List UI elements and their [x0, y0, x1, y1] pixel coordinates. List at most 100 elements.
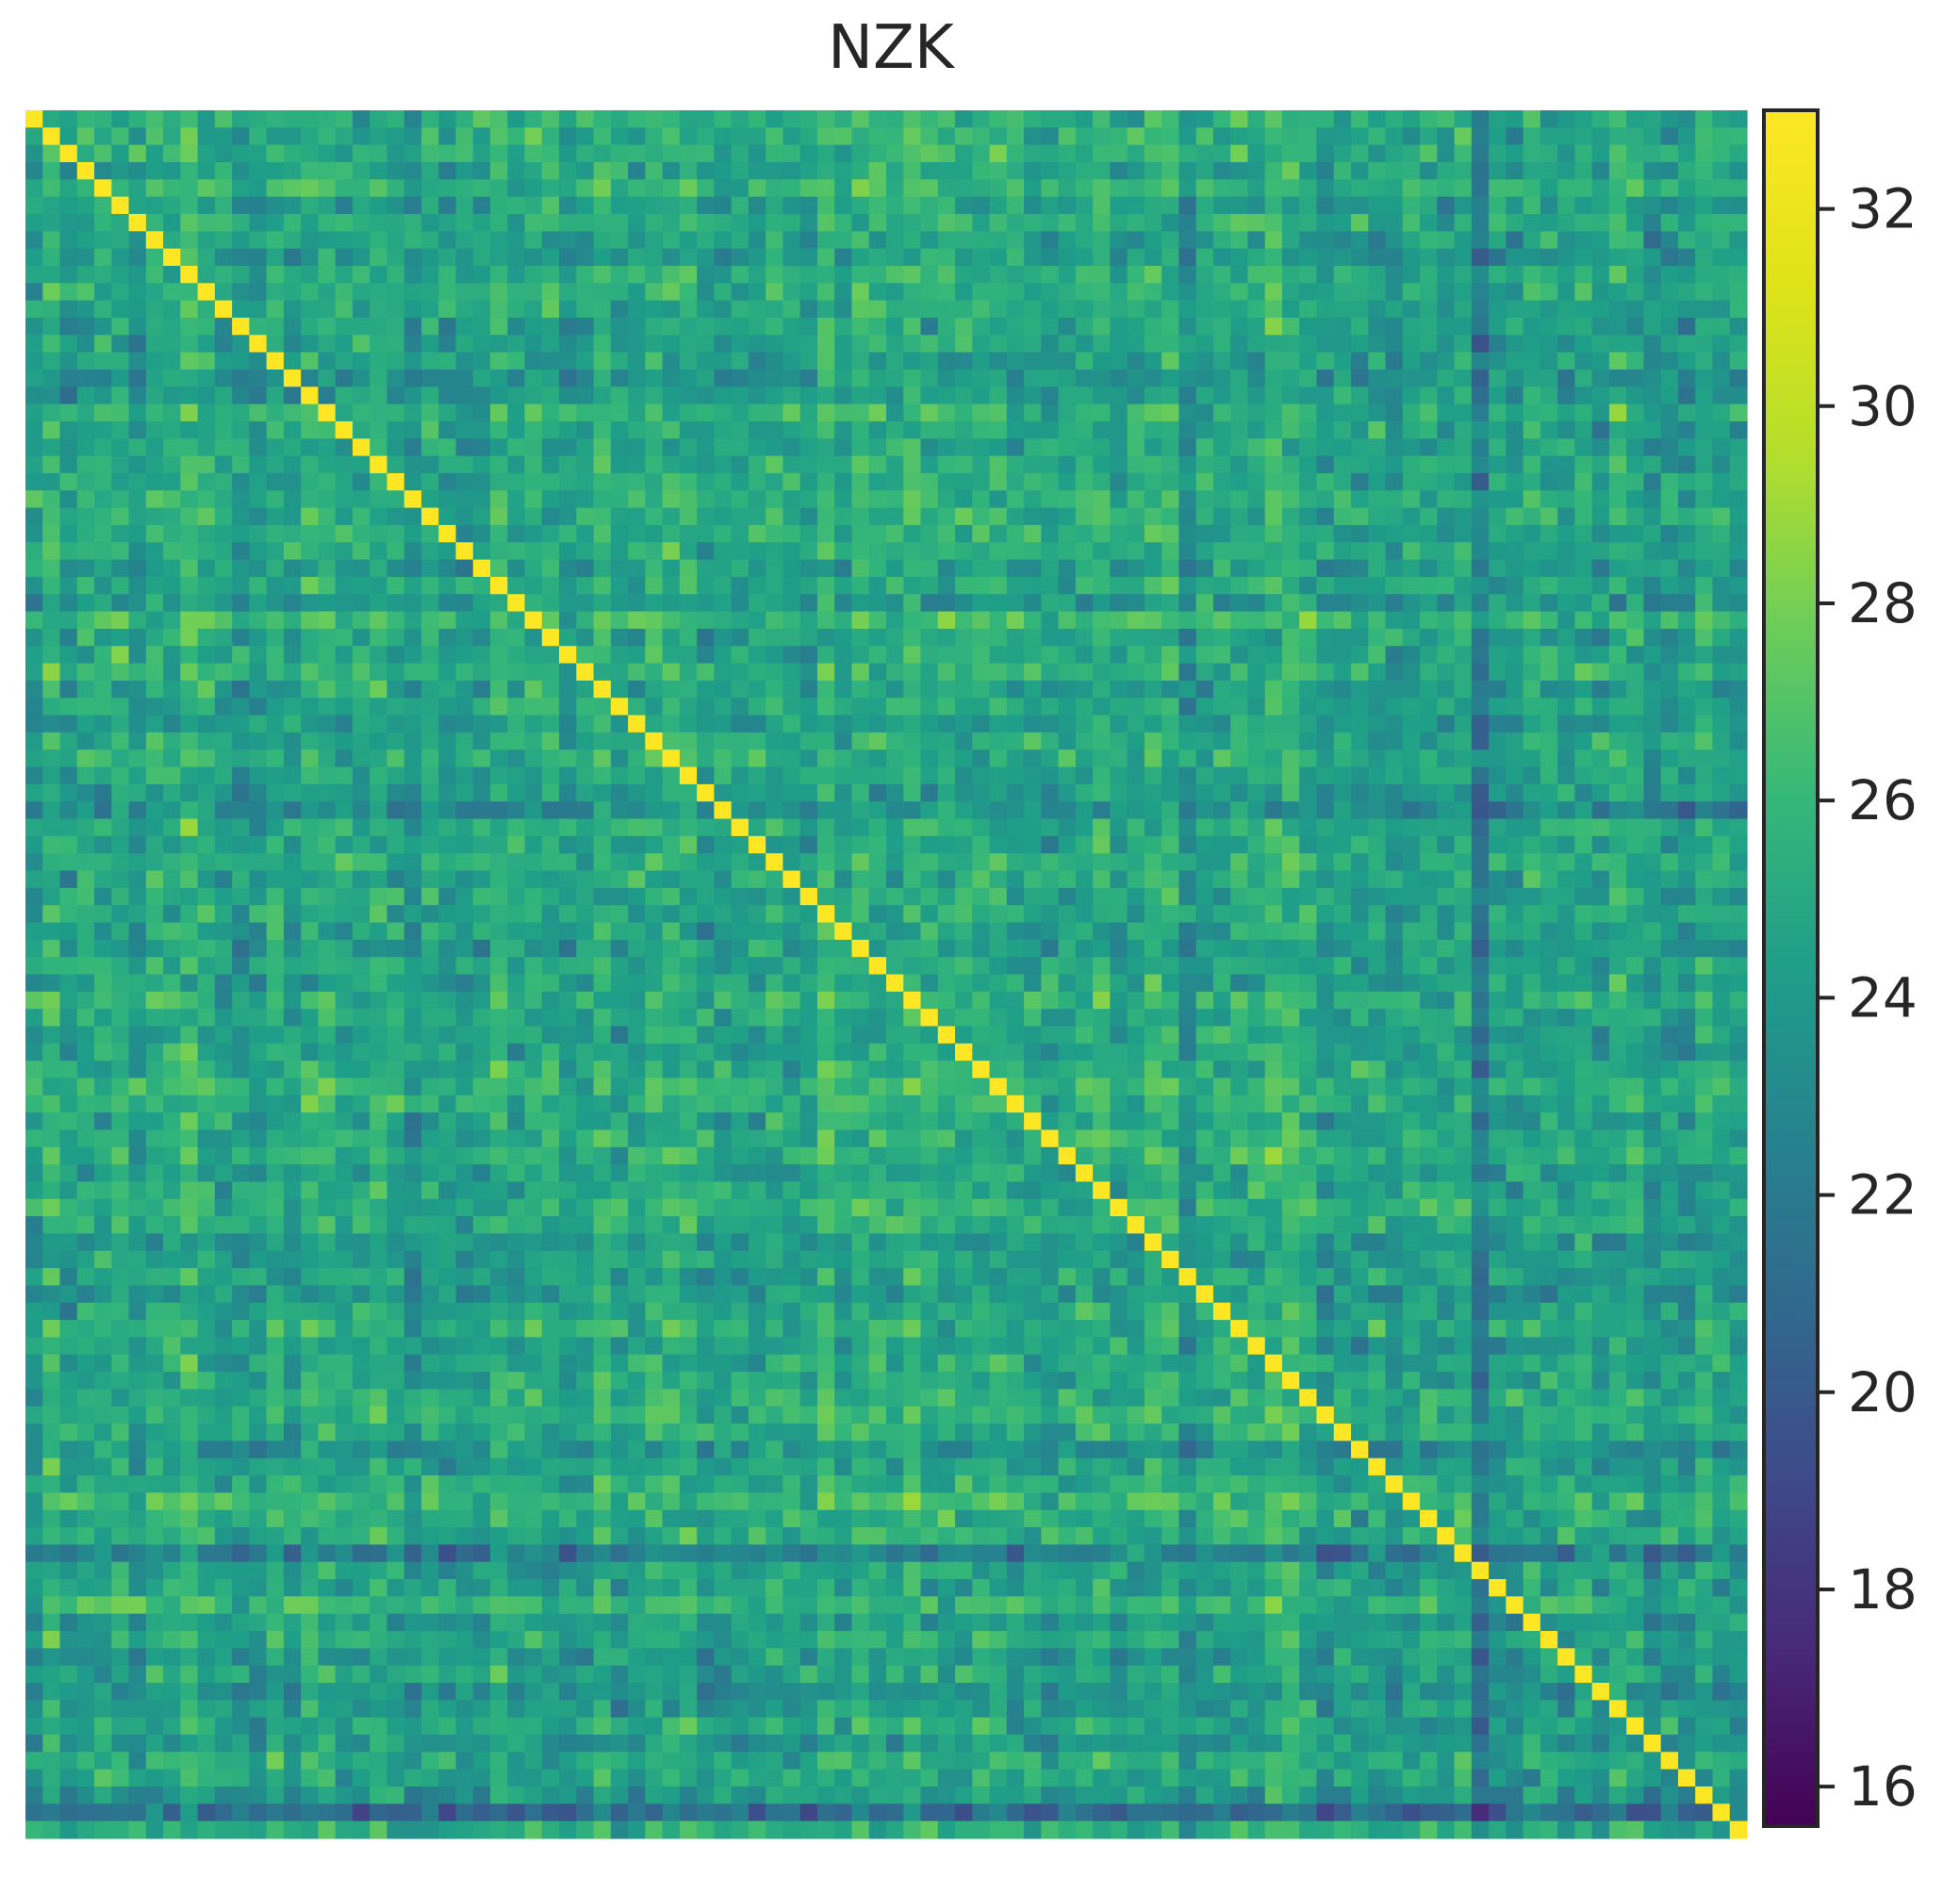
heatmap-cell [799, 472, 818, 491]
heatmap-cell [387, 680, 405, 699]
heatmap-cell [145, 265, 164, 284]
heatmap-cell [76, 144, 95, 163]
heatmap-cell [937, 853, 956, 872]
heatmap-cell [94, 698, 112, 716]
heatmap-cell [816, 179, 835, 198]
heatmap-cell [851, 507, 870, 526]
heatmap-cell [197, 196, 216, 215]
heatmap-cell [1712, 801, 1731, 820]
heatmap-cell [128, 387, 147, 405]
heatmap-cell [94, 438, 112, 457]
heatmap-cell [1351, 922, 1369, 941]
heatmap-cell [1523, 835, 1541, 854]
heatmap-cell [1195, 472, 1214, 491]
heatmap-cell [1454, 835, 1473, 854]
heatmap-cell [76, 248, 95, 267]
heatmap-cell [868, 594, 887, 613]
heatmap-cell [1264, 231, 1283, 250]
heatmap-cell [662, 939, 681, 958]
heatmap-cell [42, 455, 61, 474]
heatmap-cell [301, 766, 320, 785]
heatmap-cell [1058, 698, 1077, 716]
heatmap-cell [94, 455, 112, 474]
heatmap-cell [1127, 127, 1145, 146]
heatmap-cell [25, 905, 43, 924]
heatmap-cell [851, 905, 870, 924]
heatmap-cell [868, 265, 887, 284]
heatmap-cell [1316, 905, 1335, 924]
heatmap-cell [541, 213, 560, 232]
heatmap-cell [214, 110, 233, 128]
heatmap-cell [799, 369, 818, 387]
heatmap-cell [335, 870, 354, 889]
heatmap-cell [1351, 352, 1369, 370]
heatmap-cell [559, 698, 577, 716]
heatmap-cell [972, 110, 991, 128]
heatmap-cell [576, 905, 595, 924]
heatmap-cell [1368, 715, 1387, 733]
heatmap-cell [851, 922, 870, 941]
heatmap-cell [1041, 542, 1060, 561]
heatmap-cell [249, 507, 268, 526]
heatmap-cell [920, 144, 939, 163]
heatmap-cell [1574, 766, 1593, 785]
heatmap-cell [541, 110, 560, 128]
heatmap-cell [163, 905, 181, 924]
heatmap-cell [163, 698, 181, 716]
heatmap-cell [1540, 749, 1558, 768]
heatmap-cell [1006, 420, 1025, 439]
heatmap-cell [335, 835, 354, 854]
heatmap-cell [1195, 594, 1214, 613]
heatmap-cell [370, 818, 388, 837]
heatmap-cell [1643, 213, 1662, 232]
heatmap-cell [1351, 179, 1369, 198]
heatmap-cell [714, 317, 733, 336]
heatmap-cell [782, 265, 801, 284]
heatmap-cell [1195, 213, 1214, 232]
heatmap-cell [283, 922, 302, 941]
heatmap-cell [318, 611, 337, 630]
heatmap-cell [1660, 213, 1679, 232]
heatmap-cell [1161, 835, 1180, 854]
heatmap-cell [301, 835, 320, 854]
heatmap-cell [1454, 559, 1473, 578]
heatmap-cell [1643, 420, 1662, 439]
heatmap-cell [1041, 369, 1060, 387]
heatmap-cell [1643, 853, 1662, 872]
heatmap-cell [507, 524, 526, 543]
heatmap-cell [679, 335, 698, 354]
heatmap-cell [1264, 438, 1283, 457]
heatmap-cell [180, 611, 199, 630]
heatmap-cell [1506, 387, 1524, 405]
heatmap-cell [283, 438, 302, 457]
heatmap-cell [197, 559, 216, 578]
heatmap-cell [1230, 870, 1249, 889]
heatmap-cell [1333, 939, 1352, 958]
heatmap-cell [628, 887, 646, 906]
heatmap-cell [1437, 127, 1456, 146]
heatmap-cell [748, 507, 766, 526]
heatmap-cell [1626, 265, 1645, 284]
heatmap-cell [490, 818, 508, 837]
heatmap-cell [1712, 939, 1731, 958]
heatmap-cell [834, 818, 853, 837]
heatmap-cell [455, 265, 474, 284]
heatmap-cell [1660, 783, 1679, 802]
heatmap-cell [145, 905, 164, 924]
heatmap-cell [1127, 594, 1145, 613]
heatmap-cell [920, 248, 939, 267]
heatmap-cell [76, 801, 95, 820]
heatmap-cell [1608, 801, 1627, 820]
heatmap-cell [576, 887, 595, 906]
heatmap-cell [404, 818, 422, 837]
heatmap-cell [972, 870, 991, 889]
heatmap-cell [301, 749, 320, 768]
heatmap-cell [645, 127, 664, 146]
heatmap-cell [420, 542, 439, 561]
heatmap-cell [1058, 283, 1077, 302]
heatmap-cell [1075, 698, 1094, 716]
heatmap-cell [507, 939, 526, 958]
heatmap-cell [1281, 144, 1300, 163]
heatmap-cell [1402, 818, 1421, 837]
heatmap-cell [1591, 110, 1610, 128]
